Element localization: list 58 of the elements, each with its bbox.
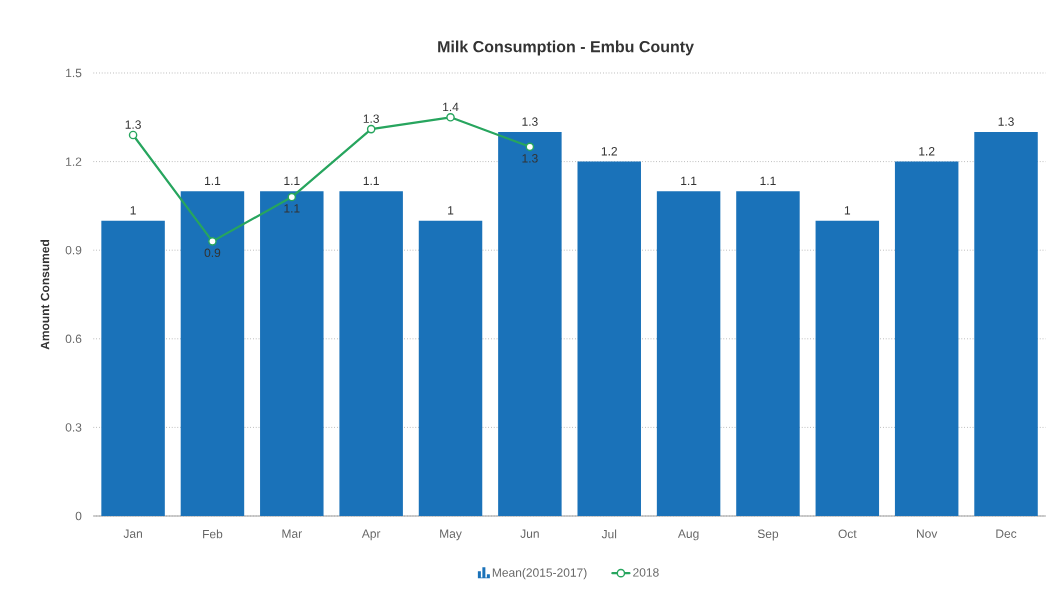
- bar: [339, 191, 403, 516]
- data-label: 1.3: [363, 114, 379, 123]
- point: [366, 124, 376, 134]
- legend-label: Mean(2015-2017): [492, 568, 587, 580]
- bar: [101, 220, 165, 516]
- bar: [656, 191, 721, 516]
- bar: [260, 191, 324, 516]
- y-tick-label: 0.3: [65, 423, 82, 432]
- point: [287, 192, 297, 202]
- data-label: 1: [130, 206, 136, 215]
- bar: [736, 191, 800, 516]
- y-tick-label: 0.6: [65, 334, 82, 344]
- x-tick-label: Oct: [838, 529, 857, 539]
- x-tick-label: May: [440, 529, 462, 541]
- data-label: 1.2: [601, 147, 617, 156]
- data-label: 1.3: [998, 117, 1014, 126]
- y-tick-label: 0.9: [65, 245, 82, 255]
- data-label: 1.1: [205, 176, 221, 185]
- data-label: 1.1: [363, 176, 379, 185]
- data-label: 1.1: [760, 176, 776, 185]
- data-label: 0.9: [204, 248, 221, 258]
- y-tick-label: 0: [75, 511, 82, 521]
- data-label: 1.3: [522, 117, 538, 126]
- point: [446, 113, 455, 122]
- chart-title: Milk Consumption - Embu County: [438, 40, 694, 56]
- data-label: 1.1: [284, 204, 300, 213]
- y-tick-label: 1.2: [66, 157, 82, 166]
- y-axis-title: Amount Consumed: [40, 239, 50, 350]
- bar: [577, 161, 641, 516]
- x-tick-label: Jan: [123, 529, 142, 538]
- data-label: 1: [448, 206, 454, 215]
- data-label: 1.3: [522, 154, 538, 163]
- x-tick-label: Apr: [361, 529, 381, 541]
- bar: [894, 161, 959, 516]
- legend-label: 2018: [633, 568, 659, 577]
- x-tick-label: Mar: [282, 529, 302, 538]
- bar: [418, 220, 483, 516]
- x-tick-label: Nov: [916, 529, 938, 538]
- x-tick-label: Sep: [757, 529, 779, 541]
- data-label: 1: [844, 206, 851, 215]
- x-tick-label: Jul: [601, 529, 617, 539]
- x-tick-label: Jun: [520, 529, 539, 538]
- bar: [815, 220, 880, 516]
- data-label: 1.1: [681, 176, 697, 185]
- bar: [498, 132, 562, 516]
- data-label: 1.2: [919, 147, 935, 156]
- point: [128, 130, 138, 140]
- x-tick-label: Dec: [996, 529, 1017, 538]
- bar: [974, 132, 1038, 516]
- point: [208, 237, 217, 246]
- point: [525, 142, 535, 152]
- x-tick-label: Aug: [677, 529, 699, 541]
- x-tick-label: Feb: [203, 529, 223, 539]
- data-label: 1.4: [443, 102, 459, 112]
- data-label: 1.1: [284, 176, 300, 185]
- data-label: 1.3: [125, 120, 141, 129]
- y-tick-label: 1.5: [66, 68, 82, 78]
- bar: [180, 191, 245, 516]
